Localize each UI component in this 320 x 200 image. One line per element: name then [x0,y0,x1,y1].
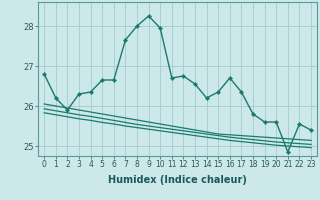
X-axis label: Humidex (Indice chaleur): Humidex (Indice chaleur) [108,175,247,185]
